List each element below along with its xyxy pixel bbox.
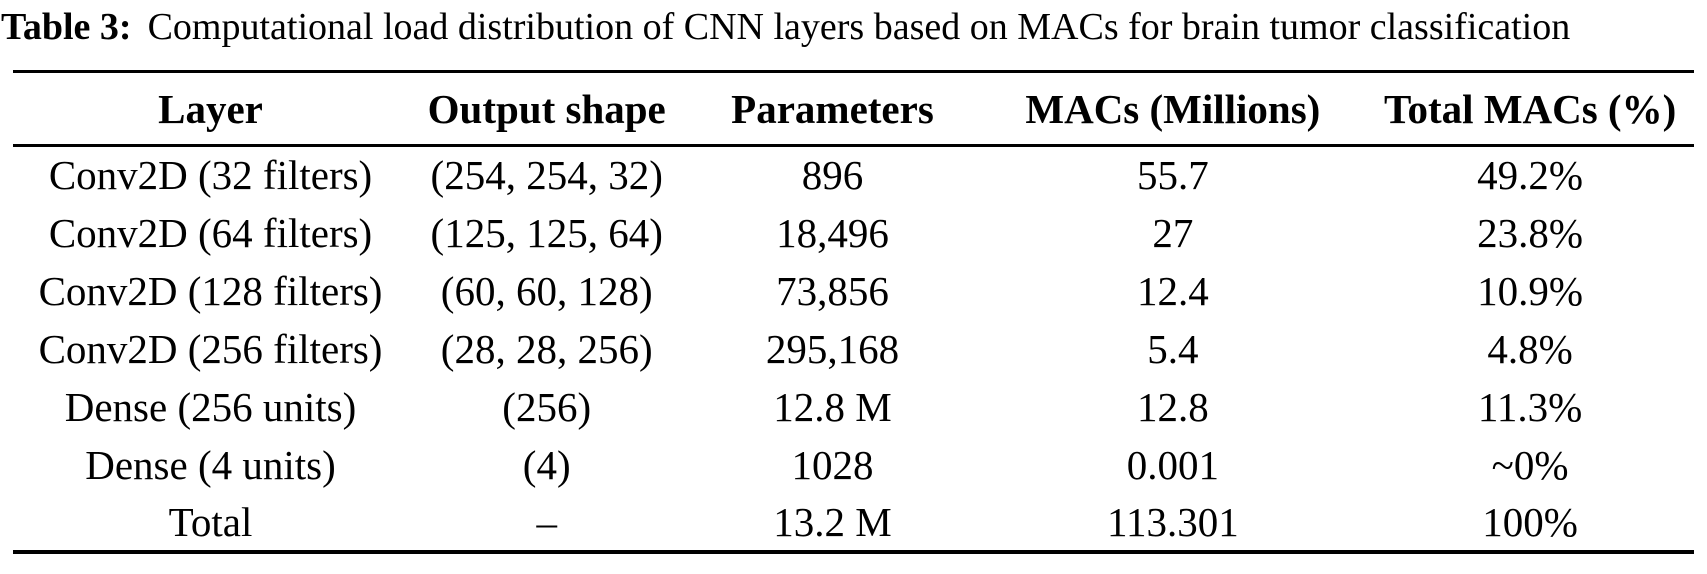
cell-output-shape: (254, 254, 32) — [430, 152, 663, 199]
cell-parameters: 896 — [801, 152, 864, 199]
cell-macs: 55.7 — [1137, 152, 1209, 199]
cell-total-macs: 49.2% — [1477, 152, 1584, 199]
cell-output-shape: (28, 28, 256) — [440, 325, 653, 372]
table-caption: Table 3: Computational load distribution … — [1, 3, 1707, 51]
cnn-macs-table: Layer Output shape Parameters MACs (Mill… — [13, 70, 1694, 554]
cell-macs: 27 — [1152, 209, 1194, 256]
cell-parameters: 1028 — [791, 441, 874, 488]
cell-parameters: 73,856 — [776, 267, 889, 314]
cell-macs: 12.4 — [1137, 267, 1209, 314]
table-row: Conv2D (64 filters) (125, 125, 64) 18,49… — [13, 204, 1694, 262]
cell-output-shape: (4) — [522, 441, 571, 488]
table-row: Conv2D (32 filters) (254, 254, 32) 896 5… — [13, 146, 1694, 204]
cell-total-macs: 4.8% — [1487, 325, 1573, 372]
cell-total-macs: 11.3% — [1477, 383, 1583, 430]
cell-total-macs: ~0% — [1491, 441, 1569, 488]
cell-output-shape: (125, 125, 64) — [430, 209, 663, 256]
table-row: Dense (4 units) (4) 1028 0.001 ~0% — [13, 436, 1694, 494]
cell-layer: Conv2D (128 filters) — [38, 267, 383, 314]
table-row: Conv2D (128 filters) (60, 60, 128) 73,85… — [13, 262, 1694, 320]
col-header-layer: Layer — [158, 85, 263, 132]
cell-layer: Dense (256 units) — [64, 383, 357, 430]
cell-macs: 113.301 — [1107, 498, 1239, 545]
table-caption-text: Computational load distribution of CNN l… — [147, 6, 1571, 48]
cell-total-macs: 23.8% — [1477, 209, 1584, 256]
table-row: Conv2D (256 filters) (28, 28, 256) 295,1… — [13, 320, 1694, 378]
col-header-parameters: Parameters — [731, 85, 934, 132]
cell-parameters: 18,496 — [776, 209, 889, 256]
cell-parameters: 295,168 — [765, 325, 900, 372]
col-header-macs: MACs (Millions) — [1025, 85, 1321, 132]
table-row: Dense (256 units) (256) 12.8 M 12.8 11.3… — [13, 378, 1694, 436]
cell-parameters: 13.2 M — [773, 498, 892, 545]
table-caption-label: Table 3: — [1, 6, 132, 48]
col-header-output-shape: Output shape — [427, 85, 666, 132]
cell-macs: 0.001 — [1126, 441, 1219, 488]
cell-total-macs: 100% — [1482, 498, 1578, 545]
table-header-row: Layer Output shape Parameters MACs (Mill… — [13, 72, 1694, 146]
cell-total-macs: 10.9% — [1477, 267, 1584, 314]
cell-output-shape: (256) — [502, 383, 592, 430]
cell-layer: Total — [168, 498, 253, 545]
cell-output-shape: – — [536, 498, 557, 545]
cell-layer: Dense (4 units) — [85, 441, 336, 488]
cell-macs: 5.4 — [1147, 325, 1199, 372]
cell-layer: Conv2D (256 filters) — [38, 325, 383, 372]
cell-layer: Conv2D (32 filters) — [48, 152, 373, 199]
cell-layer: Conv2D (64 filters) — [48, 209, 373, 256]
table-row-total: Total – 13.2 M 113.301 100% — [13, 494, 1694, 552]
cell-output-shape: (60, 60, 128) — [440, 267, 653, 314]
cell-macs: 12.8 — [1137, 383, 1209, 430]
cell-parameters: 12.8 M — [773, 383, 892, 430]
col-header-total-macs: Total MACs (%) — [1383, 85, 1677, 132]
